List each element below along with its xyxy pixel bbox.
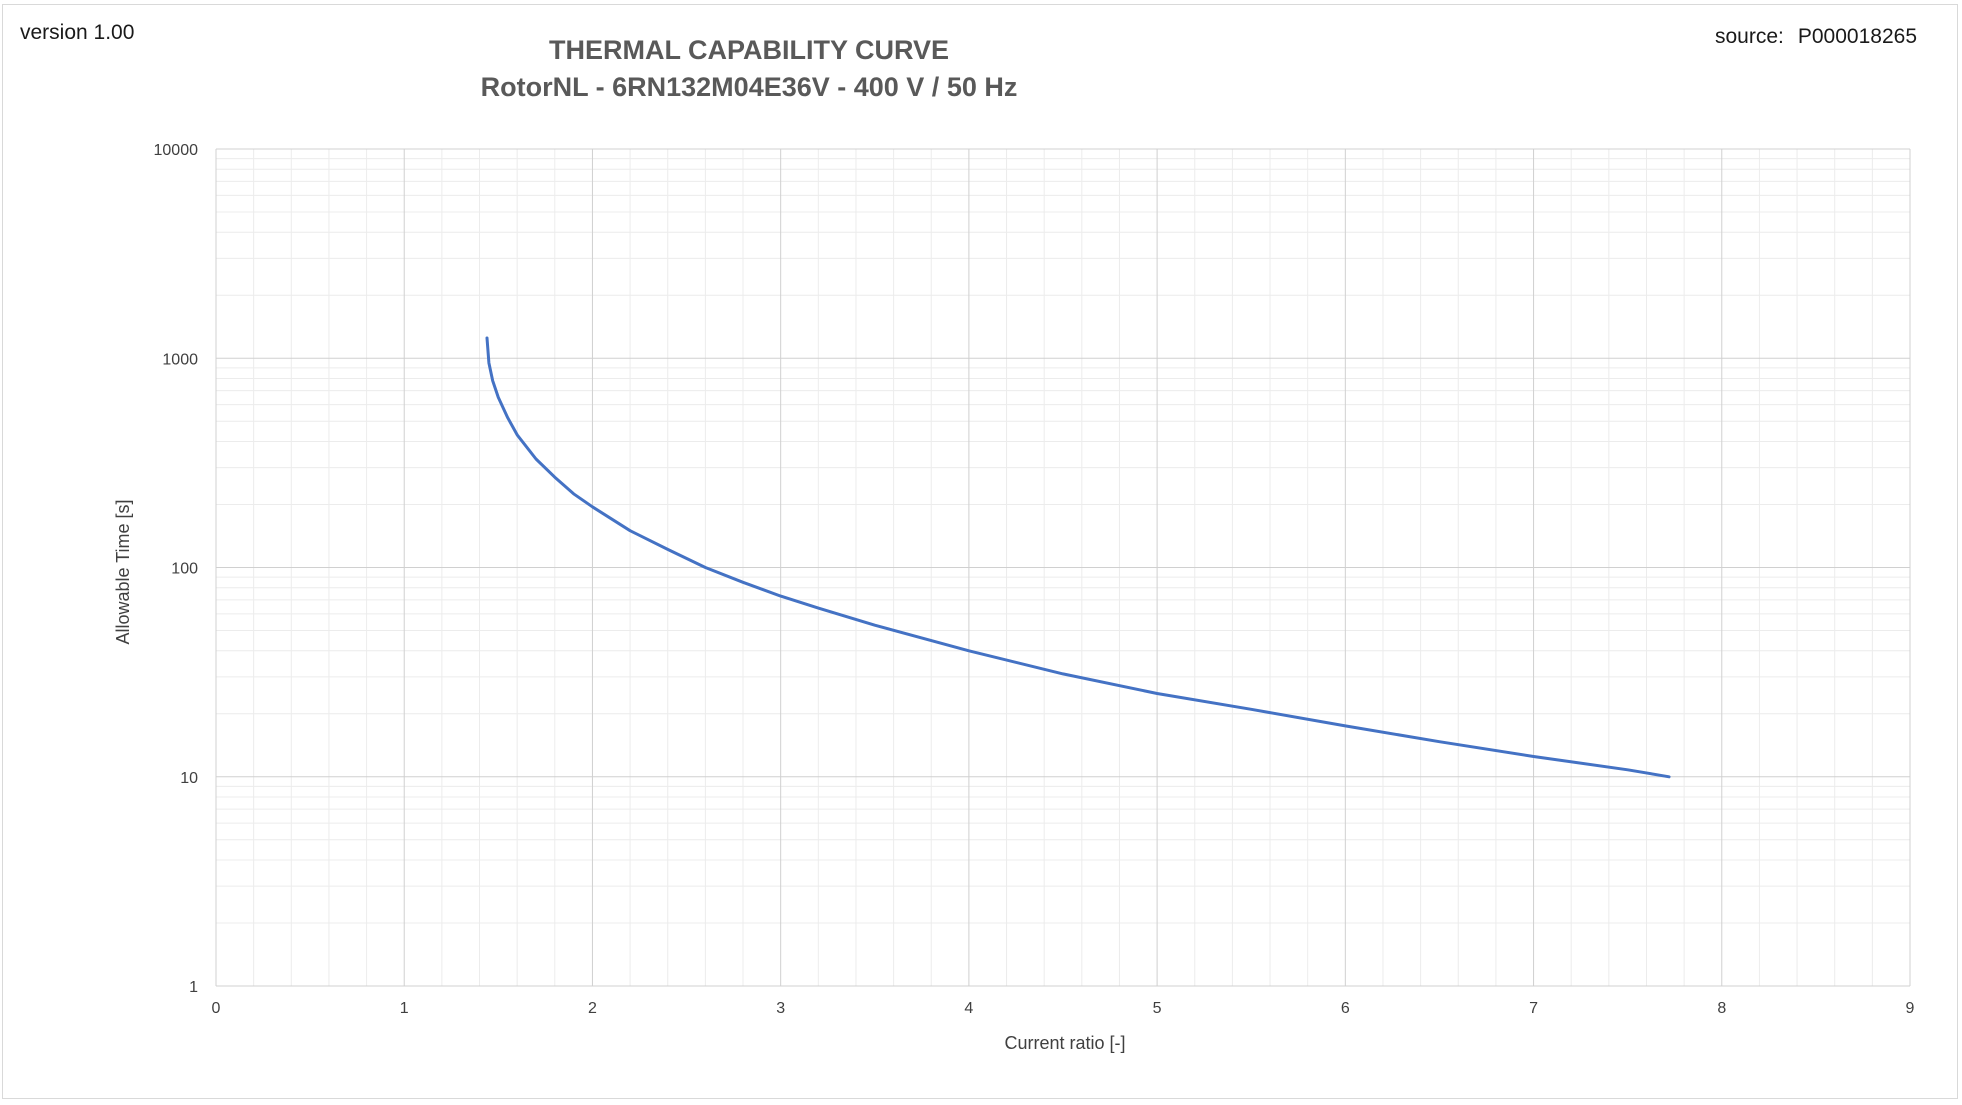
chart-subtitle: RotorNL - 6RN132M04E36V - 400 V / 50 Hz — [480, 72, 1018, 102]
x-tick-label: 0 — [212, 1000, 221, 1017]
chart-title: THERMAL CAPABILITY CURVE — [548, 35, 950, 65]
chart-sheet: version 1.00 source: P000018265 THERMAL C… — [2, 4, 1958, 1099]
x-axis-label: Current ratio [-] — [1004, 1033, 1125, 1053]
y-tick-label: 1 — [189, 979, 198, 996]
x-tick-label: 4 — [964, 1000, 973, 1017]
version-label: version 1.00 — [20, 21, 135, 44]
x-tick-label: 5 — [1153, 1000, 1162, 1017]
major-gridlines — [215, 148, 1911, 987]
y-tick-label: 10 — [180, 770, 198, 787]
x-tick-label: 8 — [1717, 1000, 1726, 1017]
source-label: source: — [1715, 25, 1784, 48]
x-tick-label: 1 — [400, 1000, 409, 1017]
source-id: P000018265 — [1797, 25, 1917, 48]
x-tick-label: 9 — [1906, 1000, 1915, 1017]
y-tick-labels: 1 10 100 1000 10000 — [154, 142, 199, 996]
x-tick-label: 3 — [776, 1000, 785, 1017]
x-tick-label: 2 — [588, 1000, 597, 1017]
source-info: source: P000018265 — [1715, 25, 1917, 49]
y-tick-label: 1000 — [162, 351, 198, 368]
y-axis-label: Allowable Time [s] — [113, 499, 133, 644]
x-tick-label: 6 — [1341, 1000, 1350, 1017]
thermal-curve-line — [485, 336, 1671, 779]
y-tick-label: 100 — [171, 561, 198, 578]
x-tick-label: 7 — [1529, 1000, 1538, 1017]
y-tick-label: 10000 — [154, 142, 199, 159]
x-tick-labels: 0 1 2 3 4 5 6 7 8 9 — [212, 1000, 1915, 1017]
